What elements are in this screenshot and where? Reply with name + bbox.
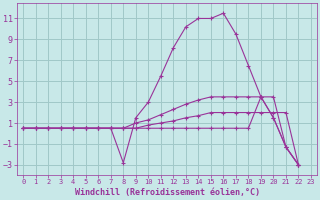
X-axis label: Windchill (Refroidissement éolien,°C): Windchill (Refroidissement éolien,°C) <box>75 188 260 197</box>
